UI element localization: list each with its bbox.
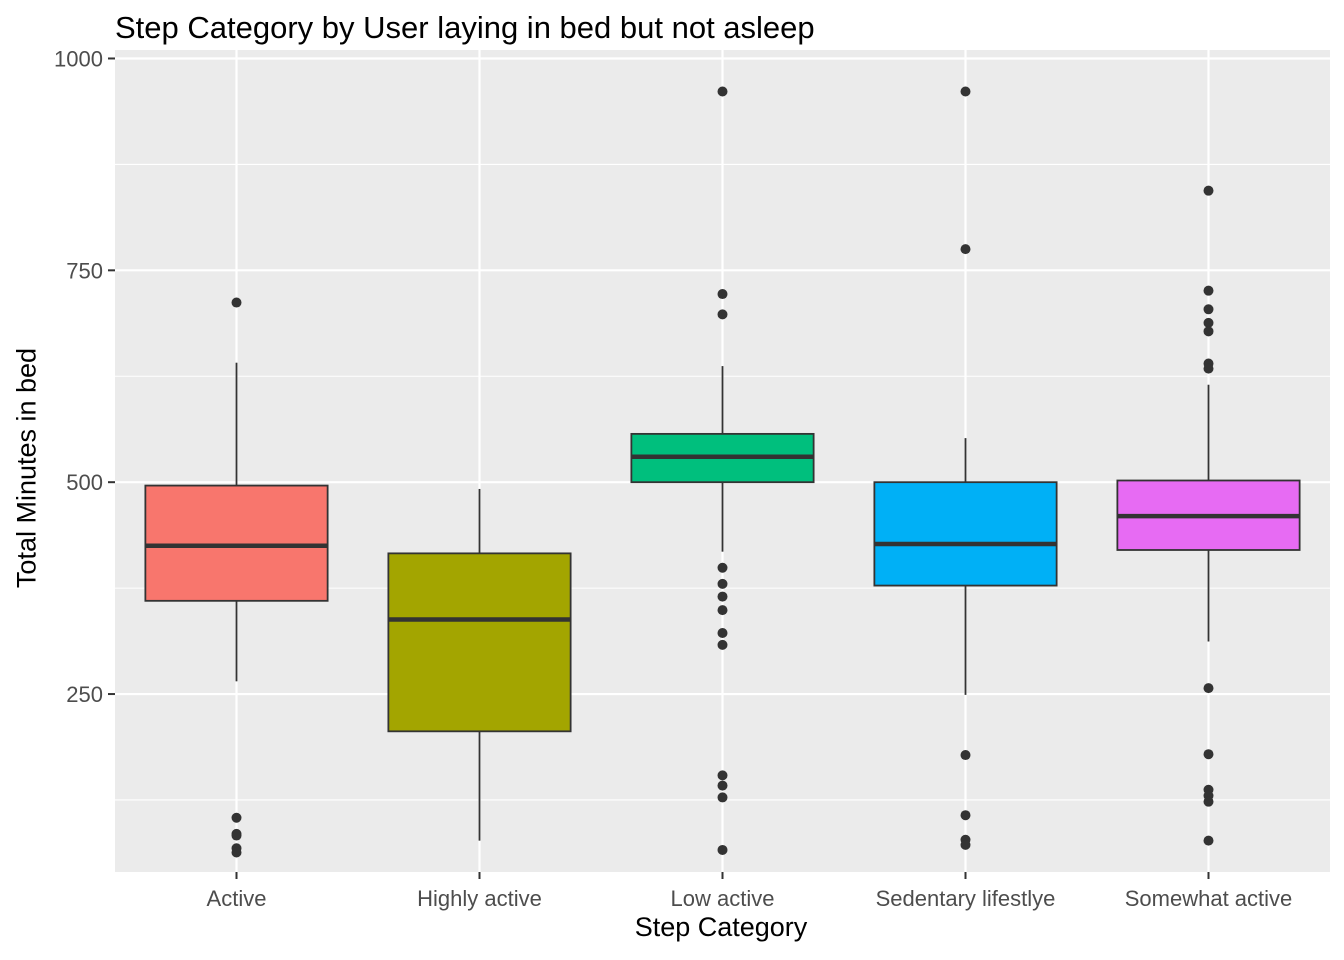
outlier-point: [1203, 185, 1214, 196]
outlier-point: [1203, 796, 1214, 807]
outlier-point: [717, 639, 728, 650]
outlier-point: [231, 830, 242, 841]
outlier-point: [717, 86, 728, 97]
outlier-point: [1203, 304, 1214, 315]
outlier-point: [960, 86, 971, 97]
outlier-point: [717, 844, 728, 855]
x-tick-label: Sedentary lifestlye: [876, 886, 1056, 911]
x-tick-label: Somewhat active: [1125, 886, 1293, 911]
outlier-point: [1203, 835, 1214, 846]
box-series: [144, 86, 1301, 858]
y-tick-label: 250: [66, 682, 103, 707]
outlier-point: [231, 847, 242, 858]
box-sedentary-lifestlye: [873, 86, 1058, 850]
outlier-point: [960, 244, 971, 255]
box-somewhat-active: [1116, 185, 1301, 846]
x-tick-label: Active: [207, 886, 267, 911]
outlier-point: [717, 780, 728, 791]
y-tick-label: 500: [66, 470, 103, 495]
x-axis: Active Highly active Low active Sedentary l…: [207, 872, 1293, 911]
outlier-point: [717, 309, 728, 320]
x-tick-label: Low active: [671, 886, 775, 911]
x-axis-title: Step Category: [634, 912, 808, 942]
outlier-point: [717, 628, 728, 639]
outlier-point: [1203, 363, 1214, 374]
outlier-point: [1203, 326, 1214, 337]
box-iqr: [387, 552, 572, 733]
outlier-point: [717, 578, 728, 589]
outlier-point: [717, 591, 728, 602]
y-tick-label: 750: [66, 258, 103, 283]
box-active: [144, 297, 329, 858]
box-iqr: [144, 484, 329, 602]
outlier-point: [717, 605, 728, 616]
outlier-point: [717, 562, 728, 573]
y-axis: 250 500 750 1000: [54, 46, 115, 707]
outlier-point: [1203, 683, 1214, 694]
box-highly-active: [387, 488, 572, 841]
outlier-point: [960, 750, 971, 761]
outlier-point: [960, 810, 971, 821]
outlier-point: [231, 812, 242, 823]
y-tick-label: 1000: [54, 46, 103, 71]
chart-title: Step Category by User laying in bed but …: [115, 10, 815, 45]
box-low-active: [630, 86, 815, 855]
outlier-point: [231, 297, 242, 308]
outlier-point: [1203, 749, 1214, 760]
outlier-point: [717, 792, 728, 803]
outlier-point: [1203, 285, 1214, 296]
outlier-point: [717, 289, 728, 300]
outlier-point: [1203, 317, 1214, 328]
outlier-point: [717, 770, 728, 781]
outlier-point: [960, 839, 971, 850]
x-tick-label: Highly active: [417, 886, 542, 911]
box-iqr: [873, 481, 1058, 587]
